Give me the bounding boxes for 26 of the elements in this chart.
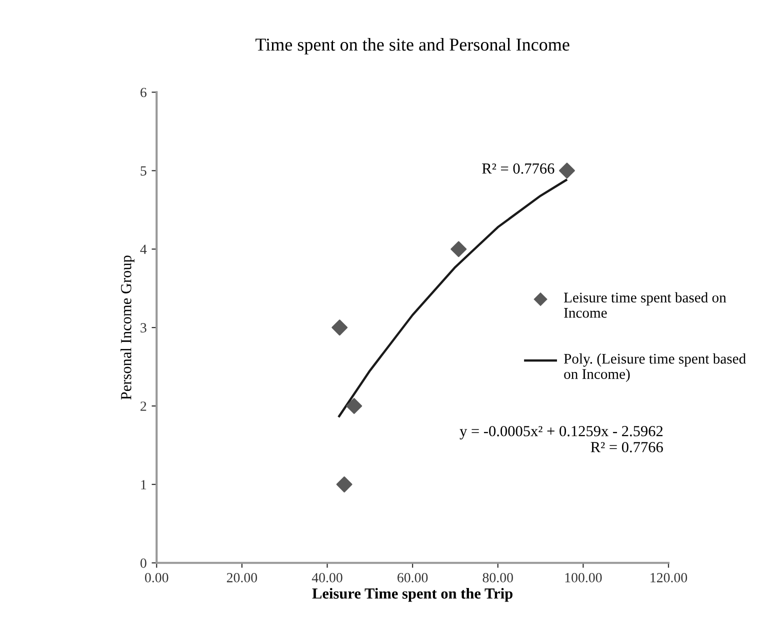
y-tick-label: 4 <box>140 244 147 254</box>
point <box>332 320 348 336</box>
annotation: y = -0.0005x² + 0.1259x - 2.5962 R² = 0.7766 <box>460 426 663 452</box>
point <box>559 162 575 179</box>
x-axis-title: Leisure Time spent on the Trip <box>312 588 512 602</box>
y-tick-label: 2 <box>140 402 146 411</box>
legend-label: Leisure time spent based on Income <box>564 292 726 318</box>
y-tick-label: 3 <box>140 323 146 332</box>
y-tick-label: 1 <box>141 480 146 490</box>
x-tick-label: 120.00 <box>650 572 688 582</box>
x-tick-label: 60.00 <box>398 572 428 582</box>
x-tick-label: 0.00 <box>144 572 168 582</box>
x-tick-label: 80.00 <box>482 572 513 582</box>
point <box>450 241 467 258</box>
y-tick-label: 0 <box>140 558 146 568</box>
y-tick-label: 6 <box>140 88 146 98</box>
x-tick-label: 20.00 <box>226 572 258 582</box>
x-tick-label: 100.00 <box>565 572 602 582</box>
y-axis-title: Personal Income Group <box>120 256 134 400</box>
point <box>346 398 362 414</box>
y-tick-label: 5 <box>140 166 146 176</box>
annotation: R² = 0.7766 <box>482 163 554 174</box>
chart-title: Time spent on the site and Personal Income <box>256 38 570 54</box>
point <box>336 476 352 492</box>
x-tick-label: 40.00 <box>312 572 342 582</box>
legend-label: Poly. (Leisure time spent based on Income) <box>564 353 746 382</box>
